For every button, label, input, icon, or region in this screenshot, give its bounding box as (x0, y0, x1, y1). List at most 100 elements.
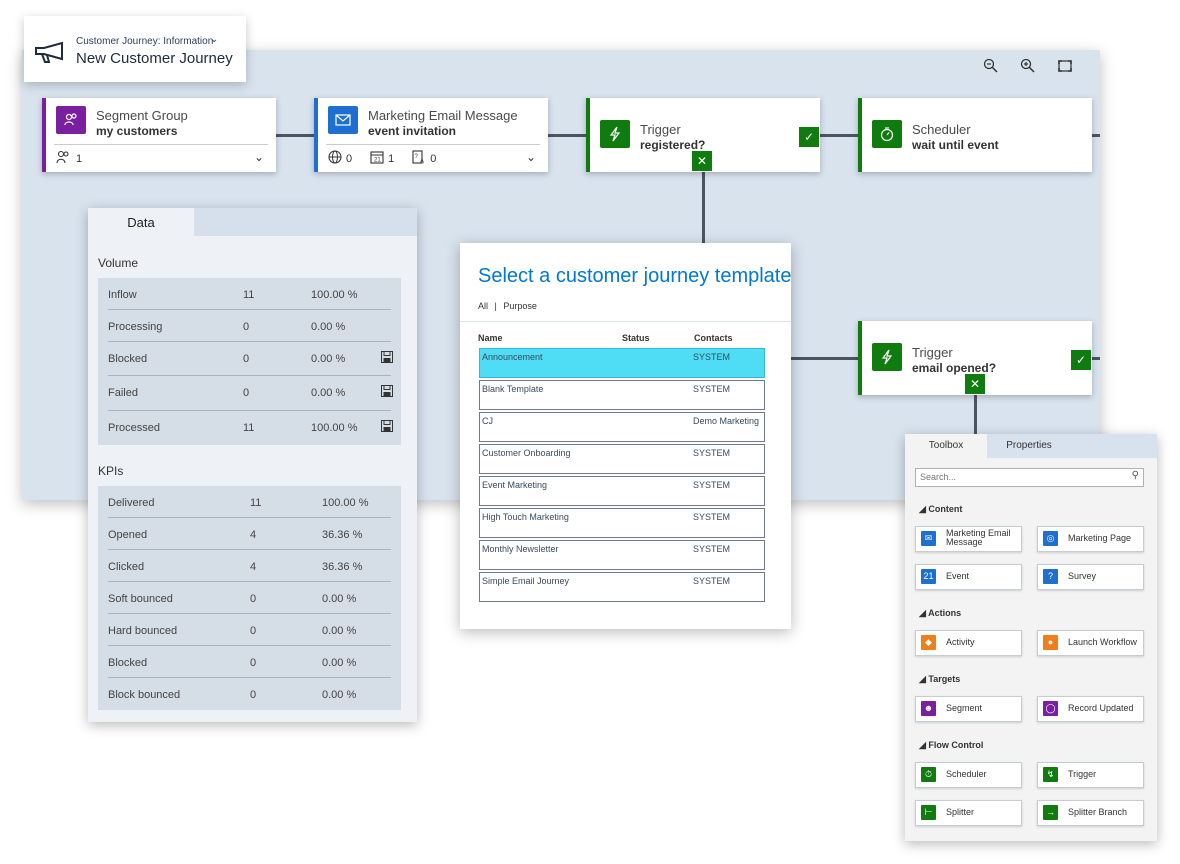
record-updated-icon: ◯ (1043, 701, 1058, 716)
metric-percent: 100.00 % (322, 497, 369, 509)
fit-to-screen-icon[interactable] (1056, 58, 1074, 76)
segment-group-tile[interactable]: Segment Group my customers 1 ⌄ (42, 98, 276, 172)
stopwatch-icon (872, 120, 902, 148)
metric-percent: 36.36 % (322, 561, 363, 573)
trigger-registered-tile[interactable]: Trigger registered? (586, 98, 820, 172)
connector-line (790, 357, 860, 360)
template-row[interactable]: Simple Email Journey SYSTEM (479, 572, 765, 602)
template-name: Customer Onboarding (482, 448, 571, 458)
template-name: CJ (482, 416, 493, 426)
save-icon[interactable] (381, 385, 393, 400)
globe-icon: ◎ (1043, 531, 1058, 546)
tile-footer: 0 21 1 ? A 0 (328, 150, 436, 167)
trigger-icon (600, 120, 630, 148)
megaphone-icon (34, 41, 68, 69)
tile-type: Trigger (912, 345, 953, 360)
category-flow-control[interactable]: ◢ Flow Control (919, 740, 984, 750)
tile-name: wait until event (912, 138, 999, 152)
template-contacts: SYSTEM (693, 576, 731, 586)
connector-line (276, 134, 316, 137)
metric-count: 0 (243, 353, 250, 365)
toolbox-item-splitter-branch[interactable]: → Splitter Branch (1037, 800, 1144, 826)
metric-label: Block bounced (108, 689, 181, 701)
metric-count: 0 (243, 387, 250, 399)
filter-all[interactable]: All (478, 301, 489, 311)
metric-percent: 0.00 % (311, 353, 346, 365)
toolbox-item-event[interactable]: 21 Event (915, 564, 1022, 590)
metric-percent: 0.00 % (322, 657, 357, 669)
chevron-down-icon[interactable]: ⌄ (253, 150, 264, 164)
tile-accent (858, 321, 862, 395)
column-header-name[interactable]: Name (478, 333, 503, 343)
web-count: 0 (346, 152, 353, 165)
toolbox-item-segment[interactable]: ☻ Segment (915, 696, 1022, 722)
toolbox-item-splitter[interactable]: ⊢ Splitter (915, 800, 1022, 826)
table-row: Processing 0 0.00 % (98, 310, 401, 342)
filter-purpose[interactable]: Purpose (503, 301, 537, 311)
category-targets[interactable]: ◢ Targets (919, 674, 961, 684)
template-row[interactable]: Blank Template SYSTEM (479, 380, 765, 410)
calendar-icon: 21 (921, 569, 936, 584)
table-row: Failed 0 0.00 % (98, 376, 401, 411)
template-row[interactable]: CJ Demo Marketing (479, 412, 765, 442)
toolbox-item-marketing-email[interactable]: ✉ Marketing Email Message (915, 526, 1022, 552)
column-header-status[interactable]: Status (622, 333, 650, 343)
metric-percent: 0.00 % (322, 593, 357, 605)
chevron-down-icon[interactable]: ⌄ (210, 34, 219, 45)
survey-icon: ? (1043, 569, 1058, 584)
metric-percent: 0.00 % (322, 689, 357, 701)
save-icon[interactable] (381, 351, 393, 366)
table-row: Opened 4 36.36 % (98, 518, 401, 550)
metric-label: Blocked (108, 353, 148, 365)
chevron-down-icon[interactable]: ⌄ (525, 150, 536, 164)
tab-data[interactable]: Data (88, 208, 194, 236)
toolbox-item-record-updated[interactable]: ◯ Record Updated (1037, 696, 1144, 722)
metric-label: Processed (108, 422, 160, 434)
connector-line (548, 134, 588, 137)
toolbox-item-scheduler[interactable]: ⏱ Scheduler (915, 762, 1022, 788)
zoom-in-icon[interactable] (1019, 58, 1037, 76)
zoom-out-icon[interactable] (982, 58, 1000, 76)
search-icon[interactable]: ⚲ (1131, 470, 1139, 481)
tab-toolbox[interactable]: Toolbox (905, 434, 987, 458)
save-icon[interactable] (381, 420, 393, 435)
metric-percent: 0.00 % (311, 321, 346, 333)
globe-icon (328, 150, 342, 167)
page-title: New Customer Journey (76, 50, 233, 67)
metric-percent: 36.36 % (322, 529, 363, 541)
template-row[interactable]: Event Marketing SYSTEM (479, 476, 765, 506)
tab-properties[interactable]: Properties (1006, 440, 1052, 451)
template-row[interactable]: Announcement SYSTEM (479, 348, 765, 378)
svg-text:A: A (420, 159, 424, 164)
connector-line (1092, 357, 1100, 360)
volume-table: Inflow 11 100.00 % Processing 0 0.00 % Blocked… (98, 278, 401, 445)
true-branch-check-icon: ✓ (1071, 350, 1091, 370)
toolbox-search[interactable]: ⚲ (915, 468, 1144, 487)
toolbox-item-activity[interactable]: ◆ Activity (915, 630, 1022, 656)
toolbox-item-launch-workflow[interactable]: ● Launch Workflow (1037, 630, 1144, 656)
category-actions[interactable]: ◢ Actions (919, 608, 962, 618)
template-row[interactable]: Monthly Newsletter SYSTEM (479, 540, 765, 570)
search-input[interactable] (920, 470, 1120, 484)
false-branch-x-icon: ✕ (965, 374, 985, 394)
table-row: Hard bounced 0 0.00 % (98, 614, 401, 646)
metric-count: 11 (243, 289, 255, 301)
filter-bar: All | Purpose (478, 301, 537, 311)
metric-percent: 100.00 % (311, 422, 358, 434)
metric-count: 0 (250, 625, 257, 637)
toolbox-item-marketing-page[interactable]: ◎ Marketing Page (1037, 526, 1144, 552)
metric-percent: 0.00 % (322, 625, 357, 637)
template-row[interactable]: High Touch Marketing SYSTEM (479, 508, 765, 538)
template-row[interactable]: Customer Onboarding SYSTEM (479, 444, 765, 474)
scheduler-tile[interactable]: Scheduler wait until event (858, 98, 1092, 172)
toolbox-item-trigger[interactable]: ↯ Trigger (1037, 762, 1144, 788)
column-header-contacts[interactable]: Contacts (694, 333, 733, 343)
workflow-icon: ● (1043, 635, 1058, 650)
category-content[interactable]: ◢ Content (919, 504, 963, 514)
connector-line (702, 170, 705, 244)
tile-accent (586, 98, 590, 172)
toolbox-item-survey[interactable]: ? Survey (1037, 564, 1144, 590)
splitter-branch-icon: → (1043, 805, 1058, 820)
survey-icon: ? A (412, 150, 426, 167)
email-message-tile[interactable]: Marketing Email Message event invitation… (314, 98, 548, 172)
